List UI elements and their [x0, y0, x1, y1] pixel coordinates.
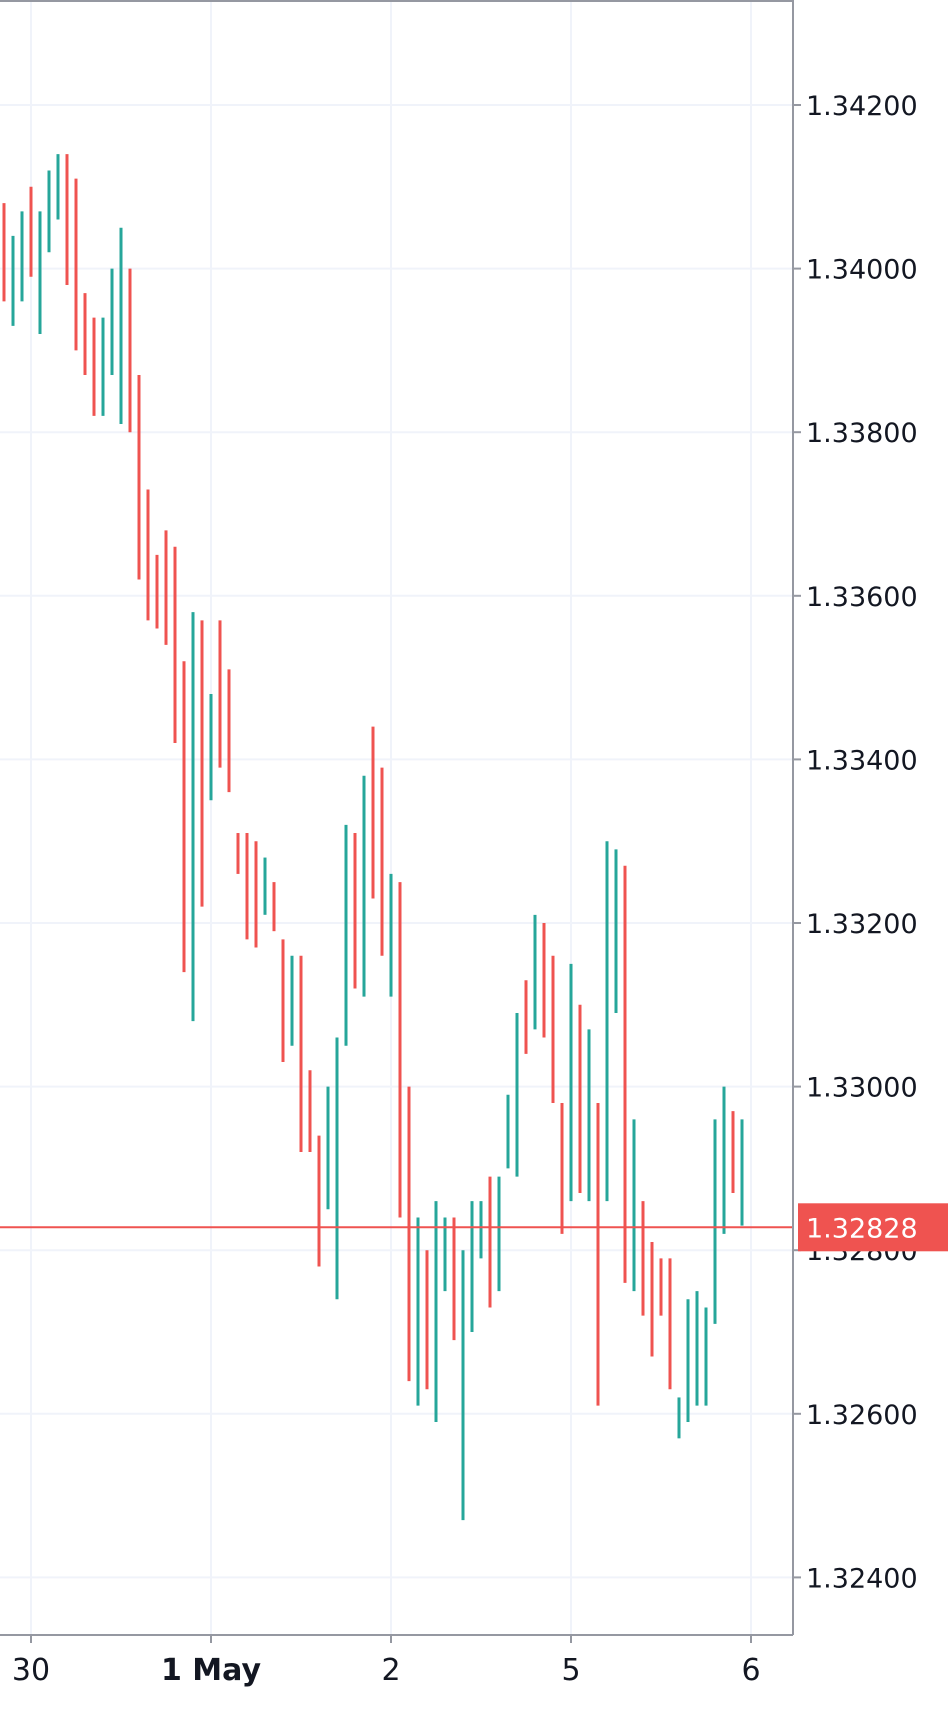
price-tick-label: 1.33600: [806, 582, 918, 613]
time-axis[interactable]: 30 1 May 2 5 6: [12, 1635, 761, 1688]
time-tick-label: 1 May: [161, 1653, 261, 1688]
price-tick-label: 1.34200: [806, 91, 918, 122]
price-bars: [2, 154, 744, 1521]
time-tick-label: 2: [381, 1653, 400, 1688]
price-tick-label: 1.33400: [806, 745, 918, 776]
time-tick-label: 6: [741, 1653, 760, 1688]
grid: [0, 0, 793, 1635]
last-price-value: 1.32828: [806, 1213, 918, 1244]
price-tick-label: 1.34000: [806, 255, 918, 286]
time-tick-label: 30: [12, 1653, 50, 1688]
price-tick-label: 1.32400: [806, 1563, 918, 1594]
time-tick-label: 5: [561, 1653, 580, 1688]
price-tick-label: 1.32600: [806, 1400, 918, 1431]
price-tick-label: 1.33000: [806, 1073, 918, 1104]
price-tick-label: 1.33200: [806, 909, 918, 940]
price-tick-label: 1.33800: [806, 418, 918, 449]
last-price-label: 1.32828: [798, 1203, 948, 1252]
last-price-marker: [798, 1203, 948, 1252]
price-axis[interactable]: 1.34200 1.34000 1.33800 1.33600 1.33400 1.332…: [793, 91, 918, 1594]
pane-frame: [0, 0, 794, 1636]
